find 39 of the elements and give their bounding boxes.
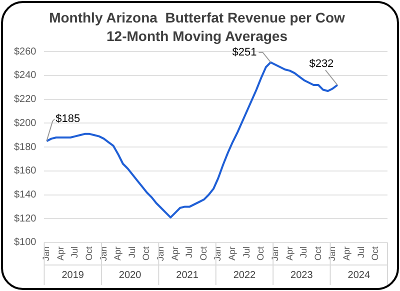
x-tick-label: Apr bbox=[170, 246, 180, 261]
y-tick-label: $100 bbox=[14, 237, 37, 248]
y-tick-label: $180 bbox=[14, 142, 37, 153]
x-tick-label: Jan bbox=[98, 246, 108, 262]
x-tick-label: Oct bbox=[84, 246, 94, 261]
text: 2020 bbox=[118, 270, 142, 281]
data-label: $185 bbox=[56, 113, 80, 126]
text: 2023 bbox=[290, 270, 314, 281]
x-tick-label: Oct bbox=[312, 246, 323, 261]
y-tick-label: $120 bbox=[14, 213, 37, 224]
chart-title: Monthly Arizona Butterfat Revenue per Cow bbox=[49, 9, 346, 26]
chart-subtitle: 12-Month Moving Averages bbox=[106, 28, 288, 44]
x-tick-label: Oct bbox=[198, 246, 208, 261]
x-tick-label: Apr bbox=[284, 246, 294, 261]
x-tick-label: Jul bbox=[298, 246, 309, 258]
y-tick-label: $240 bbox=[14, 70, 37, 82]
text: 2024 bbox=[348, 270, 370, 281]
x-tick-label: Jul bbox=[241, 246, 252, 258]
x-tick-label: Apr bbox=[112, 246, 123, 261]
x-tick-label: Oct bbox=[141, 246, 152, 261]
y-tick-label: $200 bbox=[14, 118, 37, 129]
x-tick-label: Apr bbox=[227, 246, 238, 261]
text: 2021 bbox=[176, 270, 199, 281]
x-tick-label: Apr bbox=[55, 246, 66, 261]
x-tick-label: Oct bbox=[256, 246, 266, 261]
x-tick-label: Apr bbox=[341, 246, 352, 261]
y-tick-label: $260 bbox=[14, 46, 37, 58]
data-label: $232 bbox=[309, 58, 334, 70]
y-tick-label: $220 bbox=[14, 94, 37, 106]
data-label: $251 bbox=[232, 46, 257, 58]
text: 2019 bbox=[62, 270, 84, 281]
x-tick-label: Jul bbox=[126, 246, 137, 258]
text: 2022 bbox=[233, 270, 256, 281]
x-tick-label: Oct bbox=[370, 246, 380, 261]
y-tick-label: $160 bbox=[14, 166, 37, 177]
x-tick-label: Jul bbox=[184, 246, 194, 258]
y-tick-label: $140 bbox=[14, 190, 37, 201]
x-tick-label: Jul bbox=[70, 246, 80, 258]
x-tick-label: Jul bbox=[356, 246, 366, 258]
